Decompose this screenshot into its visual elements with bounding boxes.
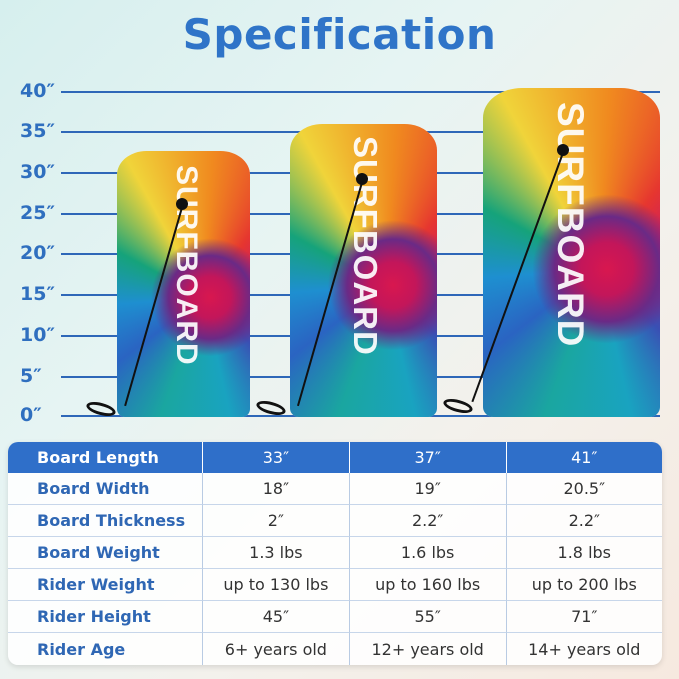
row-label: Board Length (8, 442, 203, 473)
cell: 18″ (203, 473, 350, 505)
board-medium: SURFBOARD (290, 124, 437, 417)
ruler-tick-label: 5″ (20, 365, 42, 387)
ruler-tick-label: 0″ (20, 404, 42, 426)
cell: 33″ (203, 442, 350, 473)
board-brand-text: SURFBOARD (347, 136, 384, 356)
ruler-tick-label: 40″ (20, 80, 55, 102)
cell: 6+ years old (203, 633, 350, 665)
cell: 1.3 lbs (203, 537, 350, 569)
row-label: Rider Height (8, 601, 203, 633)
board-brand-text: SURFBOARD (550, 102, 591, 348)
cell: 71″ (506, 601, 662, 633)
cell: 55″ (349, 601, 507, 633)
cell: 19″ (349, 473, 507, 505)
board-brand-text: SURFBOARD (170, 165, 203, 366)
cell: 14+ years old (528, 639, 641, 659)
cell: up to 130 lbs (203, 569, 350, 601)
table-row: Board Weight 1.3 lbs 1.6 lbs 1.8 lbs (8, 537, 662, 569)
table-row: Board Thickness 2″ 2.2″ 2.2″ (8, 505, 662, 537)
row-label: Rider Age (8, 633, 203, 665)
cell: up to 160 lbs (349, 569, 507, 601)
cell: 2.2″ (349, 505, 507, 537)
row-label: Rider Weight (8, 569, 203, 601)
table-row: Board Width 18″ 19″ 20.5″ (8, 473, 662, 505)
ruler-tick-label: 25″ (20, 202, 55, 224)
ruler-line (61, 91, 660, 93)
ruler-tick-label: 35″ (20, 120, 55, 142)
cell: 2″ (203, 505, 350, 537)
table-row: Rider Weight up to 130 lbs up to 160 lbs up… (8, 569, 662, 601)
cell: 37″ (349, 442, 507, 473)
cell: 1.8 lbs (506, 537, 662, 569)
table-row: Rider Height 45″ 55″ 71″ (8, 601, 662, 633)
row-label: Board Width (8, 473, 203, 505)
cell: 2.2″ (506, 505, 662, 537)
ruler-tick-label: 10″ (20, 324, 55, 346)
ruler-tick-label: 20″ (20, 242, 55, 264)
ruler-tick-label: 30″ (20, 161, 55, 183)
cell: 45″ (203, 601, 350, 633)
board-large: SURFBOARD (483, 88, 660, 417)
cell: 12+ years old (350, 633, 507, 665)
row-label: Board Weight (8, 537, 203, 569)
ruler-tick-label: 15″ (20, 283, 55, 305)
spec-table: Board Length 33″ 37″ 41″ Board Width 18″ 1… (8, 442, 662, 665)
cell: 41″ (506, 442, 662, 473)
table-row: Rider Age 6+ years old 12+ years old 14+ ye… (8, 633, 662, 665)
board-small: SURFBOARD (117, 151, 250, 417)
table-header-row: Board Length 33″ 37″ 41″ (8, 442, 662, 473)
cell: 1.6 lbs (349, 537, 507, 569)
cell: 20.5″ (506, 473, 662, 505)
row-label: Board Thickness (8, 505, 203, 537)
page-title: Specification (182, 10, 497, 59)
cell: up to 200 lbs (506, 569, 662, 601)
leash-cuff-icon (441, 396, 475, 416)
